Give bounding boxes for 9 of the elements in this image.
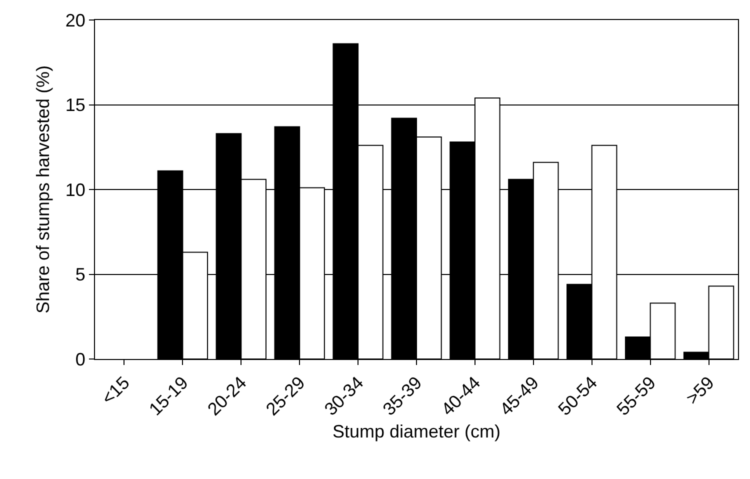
- y-tick-label: 0: [75, 349, 86, 370]
- x-tick-label: >59: [682, 372, 718, 408]
- y-tick-label: 15: [65, 95, 86, 116]
- y-tick-label: 10: [65, 180, 86, 200]
- y-axis-title: Share of stumps harvested (%): [33, 65, 53, 314]
- x-axis-title: Stump diameter (cm): [332, 421, 501, 442]
- x-tick-label: <15: [98, 372, 134, 408]
- y-tick-label: 20: [65, 10, 86, 30]
- y-tick-label: 5: [75, 264, 86, 285]
